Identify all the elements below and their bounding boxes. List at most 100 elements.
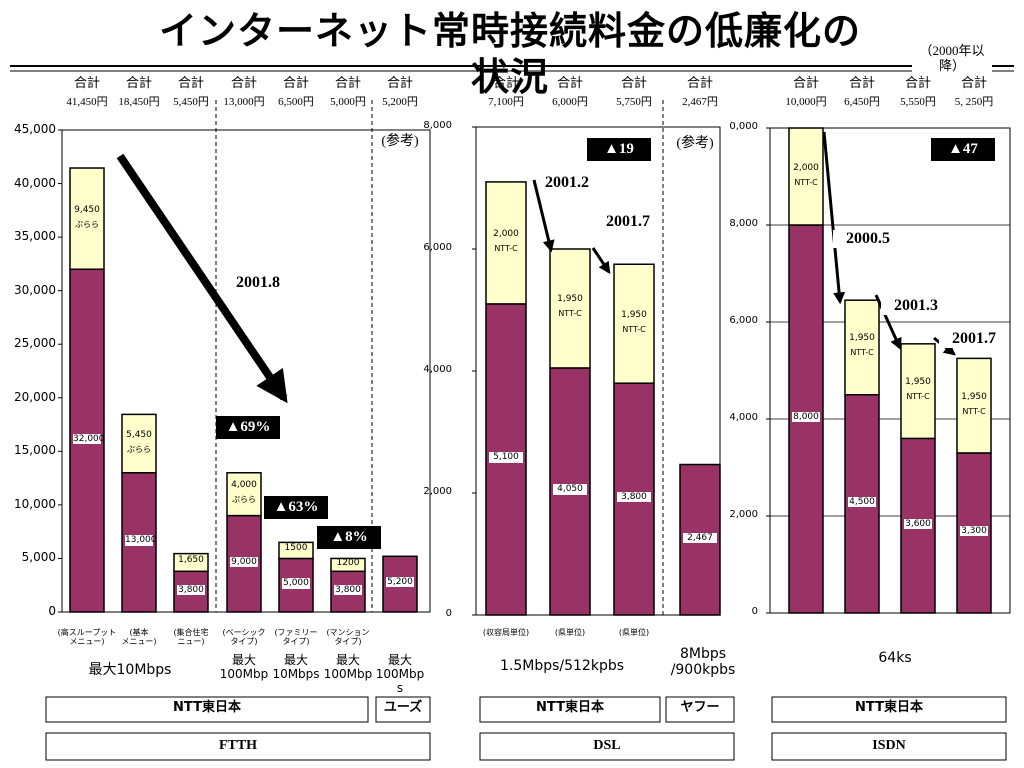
y-tick-label: 45,000: [14, 122, 56, 136]
y-tick-label: 0: [48, 604, 56, 618]
bar-segment: [900, 343, 936, 440]
value-label: 13,000: [125, 535, 157, 546]
value-label: 5,200: [386, 577, 414, 588]
value-note: ぷらら: [232, 495, 256, 505]
value-note: NTT-C: [494, 243, 518, 253]
value-label: 5,450: [126, 429, 152, 440]
bar-segment: [613, 263, 655, 384]
total-caption: 合計: [792, 76, 819, 91]
speed-label: 最大 100Mbp: [219, 653, 269, 681]
badge: ▲63%: [264, 496, 328, 520]
y-tick-label: 0,000: [729, 121, 758, 132]
total-label: 5,750円: [616, 96, 652, 108]
provider-label: NTT東日本: [173, 700, 241, 715]
technology-label: DSL: [593, 738, 621, 753]
y-tick-label: 5,000: [21, 550, 56, 565]
provider-box: [45, 696, 369, 723]
bar-segment: [788, 127, 824, 226]
speed-label: 最大 100Mbp: [323, 653, 373, 681]
technology-box: [771, 732, 1007, 761]
value-label: 2,467: [683, 532, 717, 544]
provider-box: [479, 696, 661, 723]
value-note: NTT-C: [558, 309, 582, 319]
annotation: (参考): [381, 134, 419, 149]
annotation: 2001.2: [545, 174, 589, 191]
total-caption: 合計: [556, 76, 583, 91]
total-caption: 合計: [960, 76, 987, 91]
y-tick-label: 40,000: [14, 175, 56, 190]
speed-label: 最大 100Mbp s: [375, 653, 425, 695]
x-tick-label: (県単位): [618, 628, 650, 637]
total-caption: 合計: [230, 76, 257, 91]
technology-box: [479, 732, 735, 761]
annotation: (参考): [676, 136, 714, 151]
provider-box: [665, 696, 735, 723]
value-label: 4,050: [553, 484, 587, 495]
value-note: NTT-C: [906, 392, 930, 402]
x-tick-label: (ベーシック タイプ): [222, 628, 266, 647]
total-caption: 合計: [848, 76, 875, 91]
y-tick-label: 15,000: [14, 443, 56, 458]
note: （2000年以降）: [912, 43, 992, 74]
total-label: 2,467円: [682, 96, 718, 108]
arrow: [532, 179, 555, 253]
x-tick-label: (収容局単位): [482, 628, 530, 637]
value-label: 3,800: [617, 492, 651, 503]
arrow: [116, 153, 288, 404]
value-label: 3,800: [334, 584, 362, 595]
value-label: 1,950: [849, 333, 875, 344]
value-label: 1,950: [961, 391, 987, 402]
x-tick-label: (マンション タイプ): [326, 628, 370, 647]
value-label: 1,650: [178, 555, 204, 566]
value-label: 2,000: [793, 162, 819, 173]
value-label: 4,500: [848, 496, 876, 508]
provider-label: ユーズ: [383, 700, 423, 715]
value-label: 3,800: [177, 584, 205, 595]
bar-segment: [549, 248, 591, 369]
bar-segment: [69, 167, 105, 270]
y-tick-label: 8,000: [729, 218, 758, 229]
arrow: [591, 247, 611, 274]
technology-box: [45, 732, 431, 761]
y-tick-label: 30,000: [14, 282, 56, 297]
badge: ▲47: [931, 138, 995, 162]
total-label: 5,000円: [330, 96, 366, 108]
speed-label: 最大10Mbps: [88, 662, 172, 678]
total-label: 5,450円: [173, 96, 209, 108]
bar-segment: [330, 557, 366, 573]
total-label: 6,500円: [278, 96, 314, 108]
slide-title: インターネット常時接続料金の低廉化の状況: [158, 9, 861, 99]
value-label: 32,000: [73, 433, 105, 444]
value-label: 4,000: [231, 480, 257, 491]
annotation: 2001.3: [881, 297, 951, 316]
bar-segment: [844, 299, 880, 396]
bar-segment: [956, 357, 992, 454]
y-tick-label: 6,000: [423, 242, 452, 253]
total-caption: 合計: [620, 76, 647, 91]
total-caption: 合計: [282, 76, 309, 91]
bar-segment: [278, 541, 314, 560]
value-label: 1,950: [621, 309, 647, 320]
y-tick-label: 2,000: [729, 509, 758, 520]
total-caption: 合計: [177, 76, 204, 91]
x-tick-label: (集合住宅 ニュー): [173, 628, 209, 647]
value-label: 3,300: [960, 525, 988, 537]
speed-label: 1.5Mbps/512kpbs: [499, 658, 625, 674]
x-tick-label: (ファミリー タイプ): [274, 628, 318, 647]
y-tick-label: 4,000: [423, 364, 452, 375]
total-label: 10,000円: [785, 96, 827, 108]
arrow: [874, 294, 902, 351]
arrow: [822, 131, 846, 305]
total-caption: 合計: [686, 76, 713, 91]
value-note: NTT-C: [850, 348, 874, 358]
technology-label: FTTH: [218, 738, 258, 753]
value-label: 3,600: [904, 518, 932, 530]
total-label: 5, 250円: [954, 96, 994, 108]
value-note: ぷらら: [127, 444, 151, 454]
provider-label: NTT東日本: [536, 700, 604, 715]
total-label: 5,550円: [900, 96, 936, 108]
annotation: 2001.7: [606, 213, 650, 230]
speed-label: 8Mbps /900kpbs: [670, 646, 736, 679]
badge: ▲19: [587, 138, 651, 162]
total-caption: 合計: [334, 76, 361, 91]
